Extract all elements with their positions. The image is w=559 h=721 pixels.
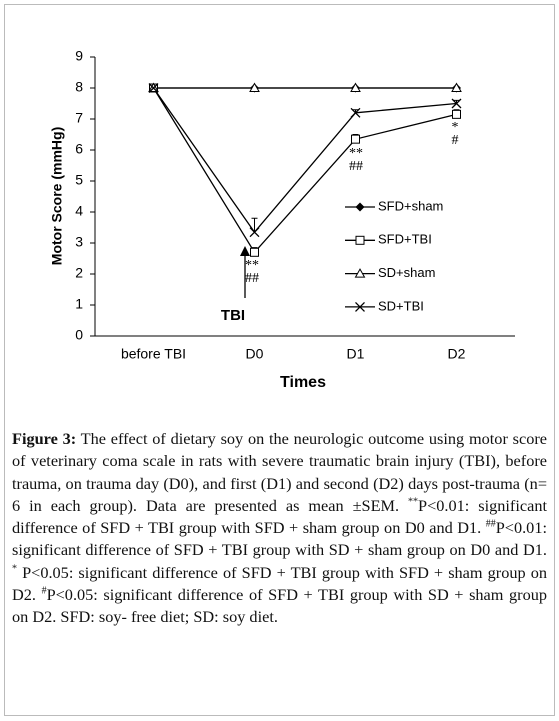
marker [451,82,462,92]
caption-sup: # [41,585,47,597]
marker [452,109,461,119]
y-axis-title: Motor Score (mmHg) [49,127,65,265]
tbi-arrow-head [240,246,250,256]
x-tick-label: D1 [347,346,365,362]
series-line [152,87,457,234]
caption-sup: * [12,563,17,575]
annotation: ## [245,271,259,286]
legend-label: SD+TBI [378,298,424,313]
series-line [152,87,457,254]
legend-label: SFD+TBI [378,232,432,247]
marker [249,82,260,92]
legend-marker [354,268,366,278]
caption-text: P<0.01: significant difference of SFD + … [12,518,547,560]
caption-text: P<0.05: significant difference of SFD + … [12,585,548,627]
chart: Motor Score (mmHg) Times 0 1 2 3 4 5 6 7 8 9 befor… [49,48,515,391]
caption-text: P<0.01: significant difference of SFD + … [12,495,547,538]
y-tick-label: 9 [75,48,83,64]
annotation: ## [349,159,363,174]
x-tick-label: D2 [448,346,466,362]
caption-text: The effect of dietary soy on the neurolo… [12,429,547,515]
figure-frame [4,4,555,716]
x-tick-label: before TBI [121,346,186,362]
legend-marker [355,235,365,245]
annotation: TBI [221,307,245,324]
legend-label: SD+sham [378,265,435,280]
marker [250,247,259,257]
annotation: # [452,133,459,148]
caption: Figure 3: The effect of dietary soy on t… [12,428,547,629]
annotation: ** [245,258,259,273]
marker [350,107,361,118]
y-tick-label: 1 [75,296,83,312]
legend-marker [355,202,365,212]
marker [249,227,260,238]
annotation: * [452,120,459,135]
y-tick-label: 3 [75,234,83,250]
caption-sup: ## [485,518,496,530]
x-axis-title: Times [280,374,326,391]
y-tick-label: 7 [75,110,83,126]
annotation: ** [349,146,363,161]
x-tick-label: D0 [246,346,264,362]
y-tick-label: 4 [75,203,83,219]
caption-text: P<0.05: significant difference of SFD + … [12,562,547,605]
legend-marker [355,301,365,312]
marker [351,134,360,144]
caption-label: Figure 3: [12,429,77,448]
marker [350,82,361,92]
marker [451,98,462,109]
caption-sup: ** [408,496,419,508]
y-tick-label: 0 [75,327,83,343]
y-tick-label: 2 [75,265,83,281]
marker [148,83,159,93]
error-bar [251,217,258,233]
y-tick-label: 6 [75,141,83,157]
y-tick-label: 8 [75,79,83,95]
legend-label: SFD+sham [378,198,443,213]
y-tick-label: 5 [75,172,83,188]
